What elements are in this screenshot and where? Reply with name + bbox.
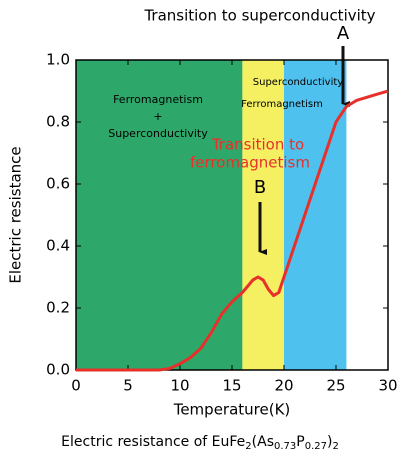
x-tick-label: 10 xyxy=(170,377,189,395)
x-tick-label: 20 xyxy=(274,377,293,395)
caption: Electric resistance of EuFe2(As0.73P0.27… xyxy=(61,434,339,452)
x-tick-label: 15 xyxy=(222,377,241,395)
annotation: A xyxy=(337,23,350,44)
x-tick-label: 5 xyxy=(123,377,133,395)
x-tick-label: 0 xyxy=(71,377,81,395)
annotation: B xyxy=(254,177,266,198)
y-tick-label: 0.2 xyxy=(46,299,70,317)
regions xyxy=(76,60,347,370)
annotation: ferromagnetism xyxy=(190,154,310,172)
plot-frame xyxy=(75,59,389,371)
y-axis-label: Electric resistance xyxy=(7,146,25,283)
region-label: Superconductivity xyxy=(253,77,344,88)
region-label: Superconductivity xyxy=(108,127,208,140)
y-tick-label: 0.6 xyxy=(46,175,70,193)
caption-part: Electric resistance of EuFe xyxy=(61,434,245,450)
region xyxy=(76,60,243,370)
y-tick-label: 1.0 xyxy=(46,51,70,69)
y-tick-label: 0.8 xyxy=(46,113,70,131)
chart-title: Transition to superconductivity xyxy=(143,7,375,25)
region xyxy=(284,60,347,370)
caption-part: P xyxy=(296,434,304,450)
caption-part: 0.27 xyxy=(305,441,327,452)
y-tick-label: 0.4 xyxy=(46,237,70,255)
caption-part: (As xyxy=(252,434,274,450)
y-tick-label: 0.0 xyxy=(46,361,70,379)
caption-part: ) xyxy=(327,434,332,450)
x-tick-label: 25 xyxy=(326,377,345,395)
annotation: Transition to xyxy=(211,136,304,154)
x-axis-label: Temperature(K) xyxy=(173,401,291,419)
caption-part: 2 xyxy=(245,441,251,452)
region-label: + xyxy=(153,110,162,123)
region-label: Ferromagnetism xyxy=(241,99,323,110)
region-label: Ferromagnetism xyxy=(113,93,203,106)
data-line xyxy=(76,89,389,372)
caption-part: 0.73 xyxy=(274,441,296,452)
caption-part: 2 xyxy=(332,441,338,452)
x-tick-label: 30 xyxy=(378,377,397,395)
region xyxy=(242,60,284,370)
